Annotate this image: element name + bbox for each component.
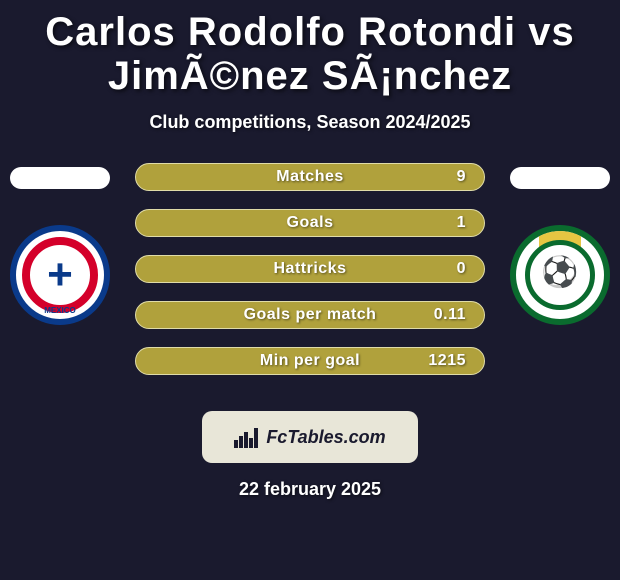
stat-bar: Min per goal 1215 xyxy=(135,347,485,375)
comparison-content: MEXICO Matches 9 Goals 1 Hattricks 0 Goa… xyxy=(0,163,620,403)
bar-chart-icon xyxy=(234,426,260,448)
stat-bar: Matches 9 xyxy=(135,163,485,191)
left-team-badge: MEXICO xyxy=(10,225,110,325)
stat-label: Goals per match xyxy=(244,306,377,324)
brand-text: FcTables.com xyxy=(266,427,385,448)
stat-value: 0 xyxy=(457,260,466,278)
stat-value: 1 xyxy=(457,214,466,232)
stat-label: Goals xyxy=(287,214,334,232)
brand-card: FcTables.com xyxy=(202,411,418,463)
stat-value: 9 xyxy=(457,168,466,186)
cruz-azul-text: MEXICO xyxy=(44,306,76,315)
stat-bar: Goals per match 0.11 xyxy=(135,301,485,329)
stat-label: Min per goal xyxy=(260,352,360,370)
stat-bar: Hattricks 0 xyxy=(135,255,485,283)
stat-value: 0.11 xyxy=(434,306,466,324)
left-player-pill xyxy=(10,167,110,189)
stat-label: Hattricks xyxy=(274,260,347,278)
stat-label: Matches xyxy=(276,168,344,186)
left-player-column: MEXICO xyxy=(0,163,120,325)
stat-value: 1215 xyxy=(428,352,466,370)
right-team-badge xyxy=(510,225,610,325)
right-player-column xyxy=(500,163,620,325)
right-player-pill xyxy=(510,167,610,189)
page-title: Carlos Rodolfo Rotondi vs JimÃ©nez SÃ¡nc… xyxy=(0,0,620,98)
subtitle: Club competitions, Season 2024/2025 xyxy=(0,112,620,133)
date-text: 22 february 2025 xyxy=(0,479,620,500)
stat-bar: Goals 1 xyxy=(135,209,485,237)
santos-inner-ring xyxy=(525,240,595,310)
stats-bars: Matches 9 Goals 1 Hattricks 0 Goals per … xyxy=(135,163,485,393)
